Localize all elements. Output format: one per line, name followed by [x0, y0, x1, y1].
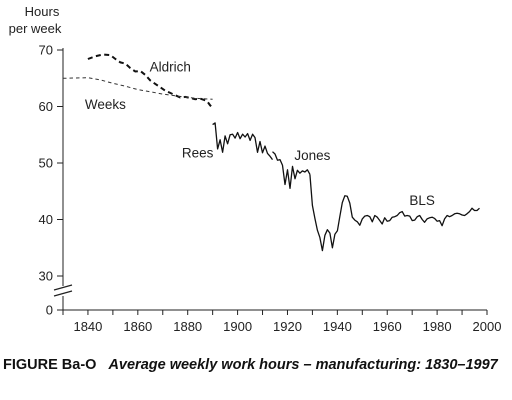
series-label-weeks: Weeks: [85, 97, 126, 112]
x-tick-label: 1980: [423, 319, 452, 334]
series-line-rees: [212, 122, 274, 160]
y-axis-label: per week: [9, 21, 62, 36]
series-line-bls: [309, 174, 480, 252]
series-label-aldrich: Aldrich: [150, 59, 191, 74]
y-axis-label: Hours: [25, 4, 60, 19]
labels-layer: Aldrich Weeks Rees Jones BLS: [85, 59, 435, 207]
figure-title: Average weekly work hours – manufacturin…: [108, 357, 498, 373]
series-layer: [62, 53, 480, 252]
y-tick-label: 70: [39, 43, 53, 58]
series-line-jones: [272, 151, 311, 190]
series-label-jones: Jones: [294, 148, 330, 163]
y-tick-label: 30: [39, 269, 53, 284]
series-label-rees: Rees: [182, 145, 214, 160]
axis-break-mark: [53, 290, 73, 297]
series-line-aldrich: [87, 53, 214, 109]
x-tick-label: 1940: [323, 319, 352, 334]
axes: 30 40 50 60 70 0 1840 1860 1880 1900 1920 1940 1960 1…: [9, 4, 502, 334]
x-tick-label: 1960: [373, 319, 402, 334]
figure-id: FIGURE Ba-O: [3, 357, 97, 373]
series-label-bls: BLS: [409, 193, 435, 208]
figure-caption: FIGURE Ba-O Average weekly work hours – m…: [3, 356, 508, 374]
y-tick-label: 60: [39, 99, 53, 114]
y-tick-label: 40: [39, 212, 53, 227]
chart: 30 40 50 60 70 0 1840 1860 1880 1900 1920 1940 1960 1…: [9, 4, 502, 334]
x-tick-label: 1860: [123, 319, 152, 334]
x-tick-label: 1880: [173, 319, 202, 334]
x-tick-label: 1900: [223, 319, 252, 334]
x-tick-label: 2000: [473, 319, 502, 334]
axis-break-mark: [53, 284, 73, 291]
x-tick-label: 1840: [73, 319, 102, 334]
x-tick-label: 1920: [273, 319, 302, 334]
y-tick-label: 50: [39, 156, 53, 171]
y-tick-label: 0: [46, 303, 53, 318]
series-line-weeks: [62, 77, 213, 100]
